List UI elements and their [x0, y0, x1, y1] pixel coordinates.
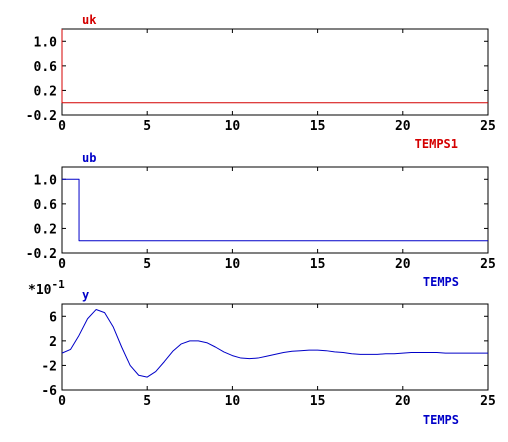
y-tick-label: 2 — [49, 335, 57, 350]
y-multiplier-label: *10-1 — [28, 278, 65, 298]
x-axis-label: TEMPS — [423, 413, 459, 427]
panel-title: y — [82, 288, 89, 302]
y-tick-label: 0.6 — [34, 198, 58, 213]
x-tick-label: 10 — [225, 257, 241, 272]
panel-uk: 0 5 10 15 20 25 1.0 0.6 0.2 -0.2 uk TEMPS1 — [26, 13, 496, 151]
y-tick-label: -6 — [41, 384, 57, 399]
y-tick-label: 6 — [49, 310, 57, 325]
x-tick-label: 10 — [225, 394, 241, 409]
x-tick-label: 25 — [480, 394, 496, 409]
y-tick-label: -2 — [41, 359, 57, 374]
y-tick-label: -0.2 — [26, 247, 57, 262]
x-tick-label: 0 — [58, 394, 66, 409]
x-tick-label: 15 — [310, 394, 326, 409]
x-tick-label: 20 — [395, 257, 411, 272]
series-line-uk — [61, 29, 488, 104]
y-tick-label: 0.2 — [34, 84, 57, 99]
x-tick-label: 5 — [143, 119, 151, 134]
plot-frame — [61, 166, 489, 254]
x-tick-label: 10 — [225, 119, 241, 134]
plot-frame — [61, 28, 489, 116]
x-tick-label: 25 — [480, 119, 496, 134]
x-tick-label: 5 — [143, 394, 151, 409]
x-tick-label: 25 — [480, 257, 496, 272]
y-tick-label: 1.0 — [34, 173, 58, 188]
y-tick-label: 0.2 — [34, 222, 57, 237]
panel-title: ub — [82, 151, 96, 165]
y-tick-label: 1.0 — [34, 35, 58, 50]
x-tick-label: 15 — [310, 257, 326, 272]
panel-ub: 0 5 10 15 20 25 1.0 0.6 0.2 -0.2 ub TEMPS — [26, 151, 496, 289]
x-tick-label: 5 — [143, 257, 151, 272]
panel-title: uk — [82, 13, 97, 27]
panel-y: 0 5 10 15 20 25 6 2 -2 -6 *10-1 y TEMPS — [28, 278, 496, 427]
series-line-ub — [62, 178, 488, 242]
x-axis-label: TEMPS1 — [415, 137, 458, 151]
plot-frame — [61, 303, 489, 391]
y-tick-label: -0.2 — [26, 109, 57, 124]
x-tick-label: 15 — [310, 119, 326, 134]
y-tick-label: 0.6 — [34, 60, 58, 75]
x-tick-label: 0 — [58, 119, 66, 134]
x-tick-label: 20 — [395, 119, 411, 134]
x-tick-label: 20 — [395, 394, 411, 409]
x-axis-label: TEMPS — [423, 275, 459, 289]
x-tick-label: 0 — [58, 257, 66, 272]
series-line-y — [61, 309, 488, 378]
